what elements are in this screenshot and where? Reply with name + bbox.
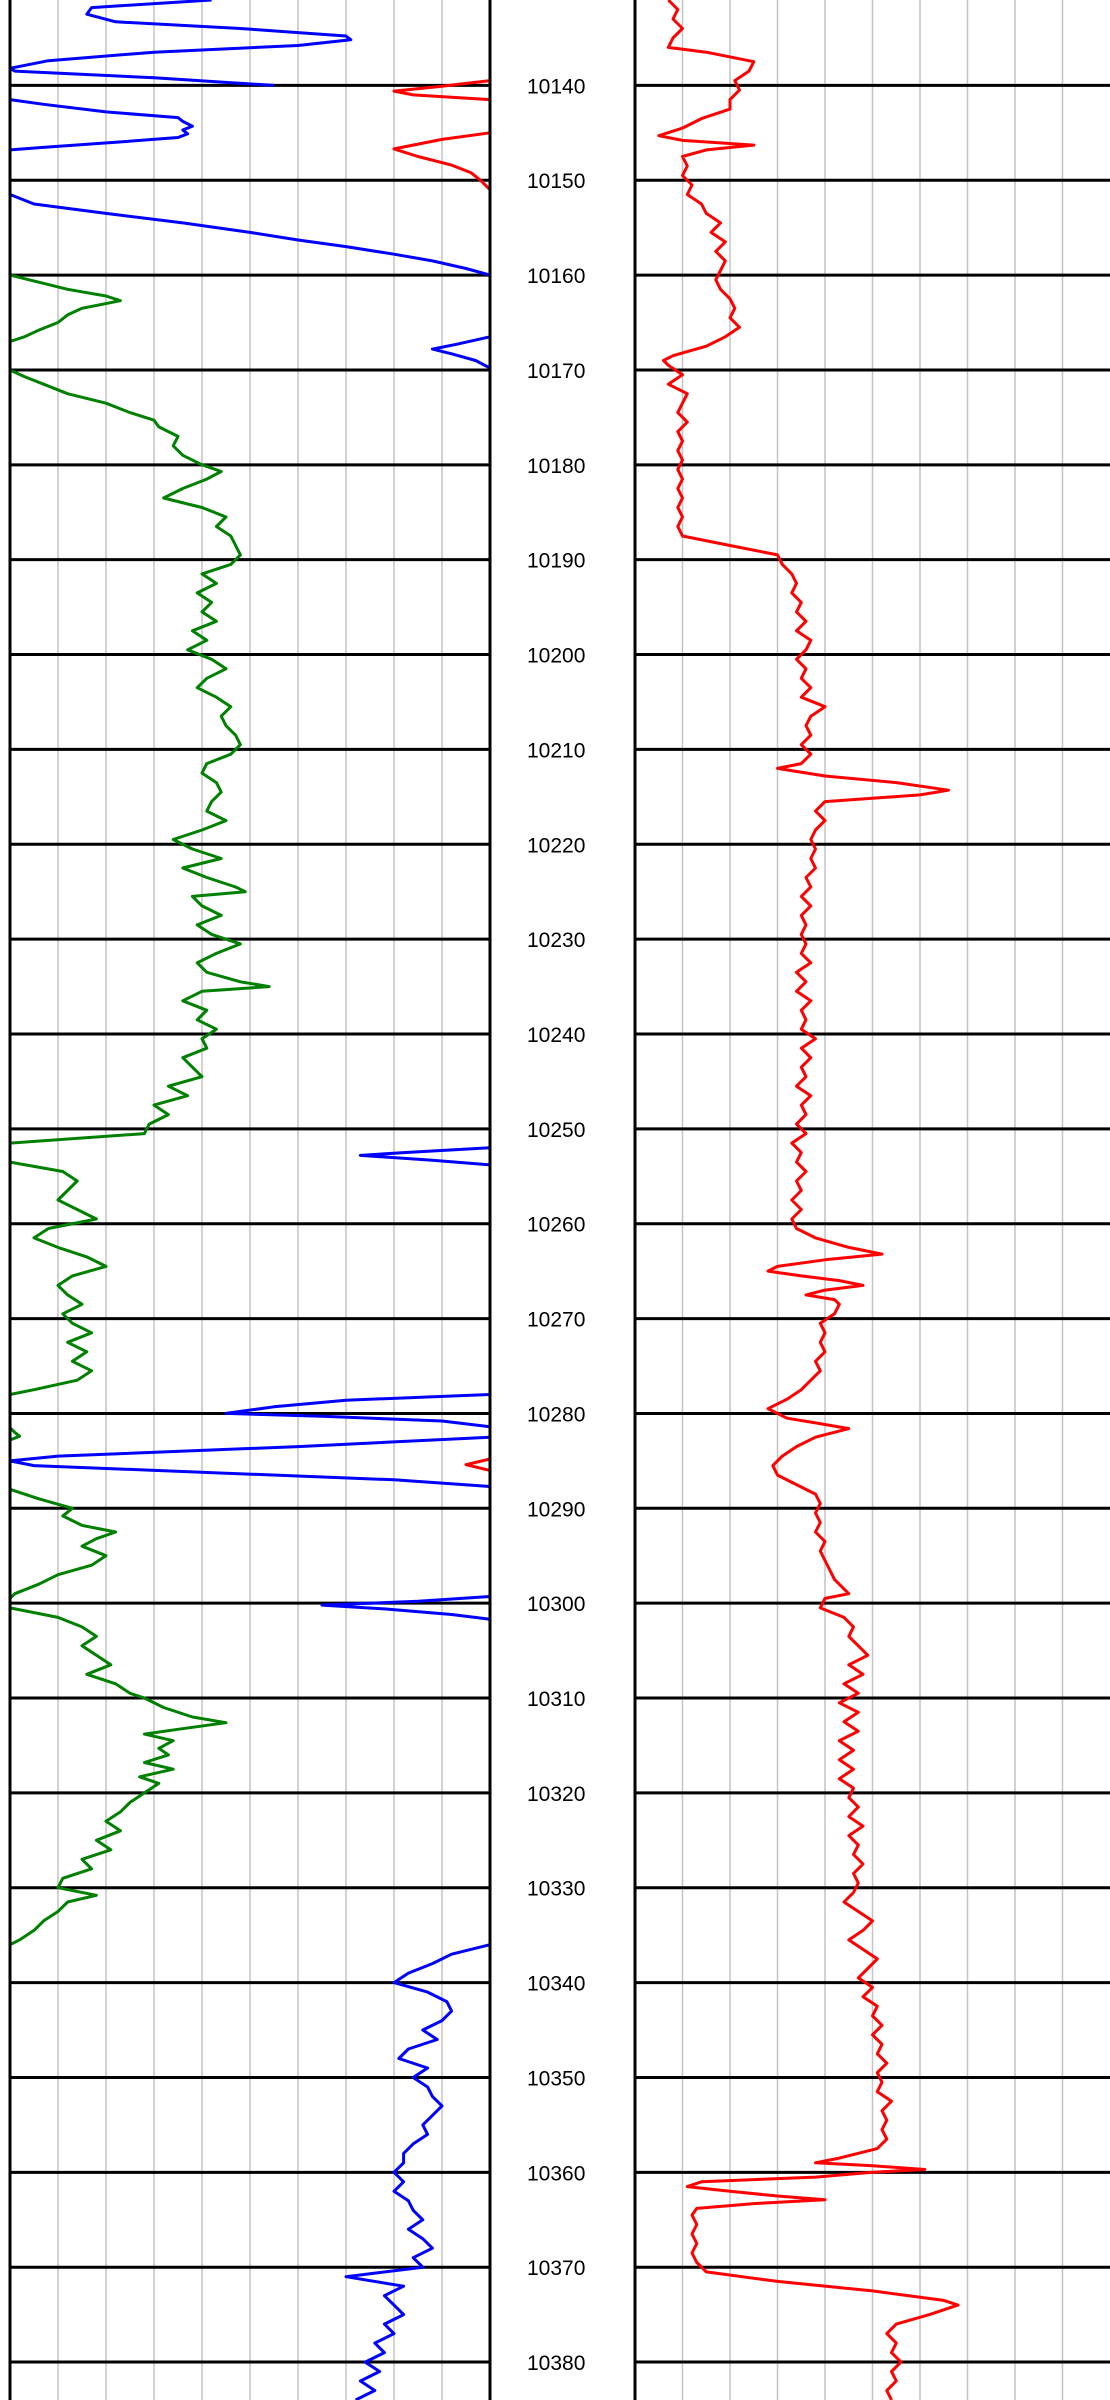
left-track-log-curve bbox=[358, 1146, 491, 1167]
depth-tick-label: 10220 bbox=[527, 834, 585, 857]
depth-tick-label: 10260 bbox=[527, 1214, 585, 1237]
right-track-curves bbox=[657, 0, 960, 2400]
left-track-log-curve bbox=[430, 335, 491, 370]
left-track-log-curve bbox=[9, 273, 122, 343]
depth-tick-label: 10310 bbox=[527, 1688, 585, 1711]
depth-tick-label: 10160 bbox=[527, 265, 585, 288]
depth-tick-label: 10240 bbox=[527, 1024, 585, 1047]
depth-tick-label: 10250 bbox=[527, 1119, 585, 1142]
left-track-log-curve bbox=[8, 1435, 491, 1488]
left-track-log-curve bbox=[9, 1606, 228, 1947]
depth-tick-label: 10290 bbox=[527, 1498, 585, 1521]
left-track-log-curve bbox=[8, 1426, 22, 1442]
left-track-log-curve bbox=[8, 1487, 118, 1600]
depth-tick-label: 10150 bbox=[527, 170, 585, 193]
left-track-log-curve bbox=[392, 131, 492, 191]
left-track-minor-grid bbox=[57, 0, 443, 2400]
depth-tick-label: 10350 bbox=[527, 2067, 585, 2090]
depth-tick-label: 10360 bbox=[527, 2162, 585, 2185]
left-track-curves bbox=[8, 0, 492, 2400]
depth-tick-label: 10380 bbox=[527, 2352, 585, 2375]
right-track bbox=[633, 0, 1110, 2400]
depth-tick-label: 10320 bbox=[527, 1783, 585, 1806]
left-track-log-curve bbox=[224, 1393, 491, 1429]
right-track-major-grid bbox=[635, 83, 1110, 2364]
left-track-log-curve bbox=[9, 193, 491, 277]
depth-tick-label: 10340 bbox=[527, 1973, 585, 1996]
left-track-major-grid bbox=[10, 83, 490, 2364]
depth-tick-label: 10300 bbox=[527, 1593, 585, 1616]
depth-tick-label: 10200 bbox=[527, 645, 585, 668]
depth-track: 10140 10150 10160 10170 10180 10190 10200 10210… bbox=[527, 75, 585, 2375]
left-track-log-curve bbox=[9, 98, 194, 152]
right-track-minor-grid bbox=[681, 0, 1064, 2400]
depth-tick-label: 10210 bbox=[527, 739, 585, 762]
left-track-log-curve bbox=[320, 1595, 491, 1621]
depth-tick-label: 10190 bbox=[527, 550, 585, 573]
left-track bbox=[8, 0, 492, 2400]
left-track-log-curve bbox=[464, 1457, 491, 1472]
depth-tick-label: 10170 bbox=[527, 360, 585, 383]
depth-tick-label: 10230 bbox=[527, 929, 585, 952]
right-track-log-curve bbox=[657, 0, 960, 2400]
left-track-log-curve bbox=[8, 0, 353, 87]
depth-tick-label: 10280 bbox=[527, 1403, 585, 1426]
left-track-log-curve bbox=[9, 368, 271, 1145]
left-track-log-curve bbox=[344, 1943, 491, 2400]
depth-tick-label: 10270 bbox=[527, 1309, 585, 1332]
left-track-log-curve bbox=[9, 1160, 108, 1396]
depth-tick-label: 10180 bbox=[527, 455, 585, 478]
left-track-log-curve bbox=[392, 79, 491, 102]
depth-tick-label: 10330 bbox=[527, 1878, 585, 1901]
depth-tick-label: 10140 bbox=[527, 75, 585, 98]
depth-tick-label: 10370 bbox=[527, 2257, 585, 2280]
